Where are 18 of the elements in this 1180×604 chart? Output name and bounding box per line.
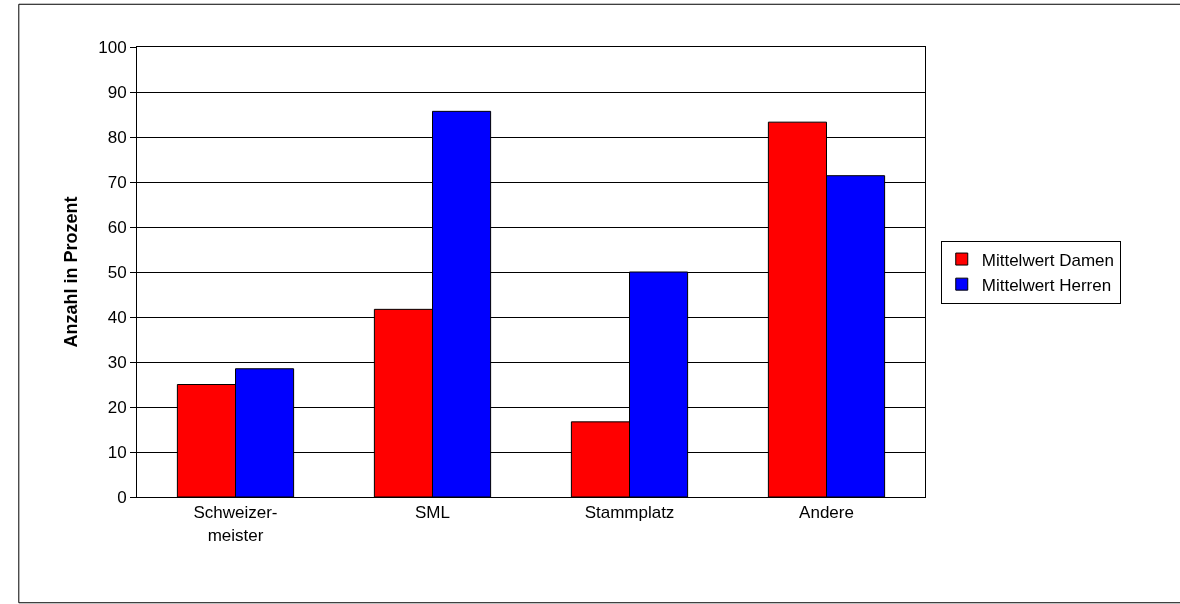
y-tick-label: 20: [107, 397, 127, 417]
legend-label: Mittelwert Damen: [981, 250, 1115, 270]
y-tick-label: 10: [107, 442, 127, 462]
x-tick-label: Stammplatz: [584, 503, 675, 523]
y-tick-label: 100: [98, 37, 127, 57]
y-tick-label: 0: [117, 487, 127, 507]
y-axis-title: Anzahl in Prozent: [61, 196, 82, 348]
y-tick-label: 70: [107, 172, 127, 192]
y-tick-label: 40: [107, 307, 127, 327]
x-tick-label: SML: [415, 503, 450, 523]
y-tick-label: 90: [107, 82, 127, 102]
x-tick-label: Andere: [799, 503, 854, 523]
legend-label: Mittelwert Herren: [981, 275, 1112, 295]
y-tick-label: 60: [107, 217, 127, 237]
y-tick-label: 50: [107, 262, 127, 282]
y-tick-label: 80: [107, 127, 127, 147]
x-tick-label: Schweizer- meister: [193, 503, 278, 545]
y-tick-label: 30: [107, 352, 127, 372]
